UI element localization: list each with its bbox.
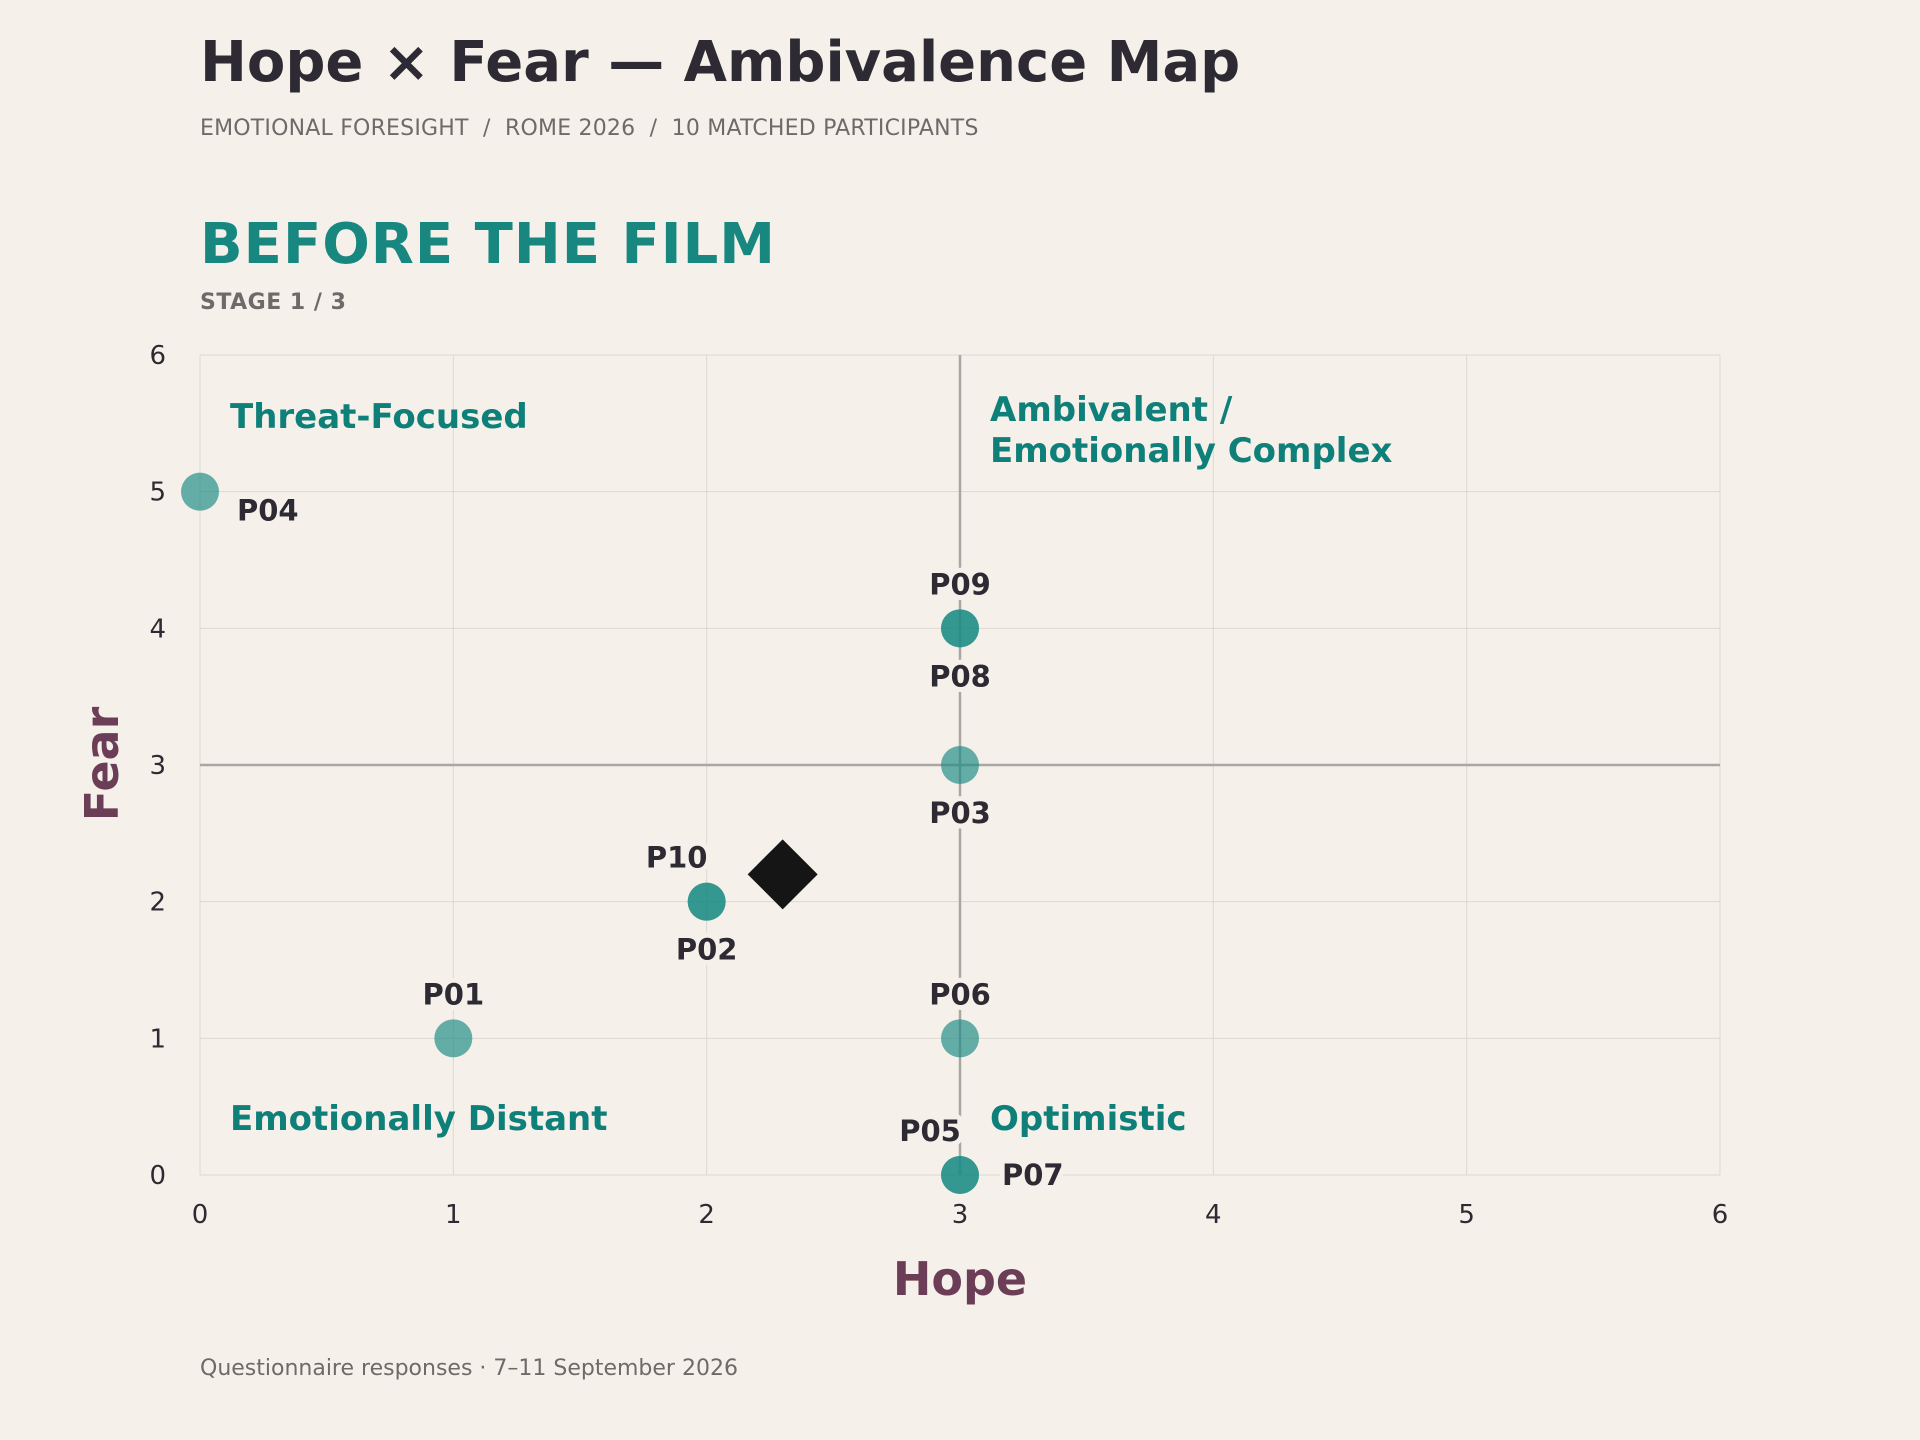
- y-axis-label: Fear: [75, 706, 129, 821]
- data-point-p03: [941, 746, 979, 784]
- x-tick-label: 4: [1205, 1200, 1222, 1230]
- quadrant-label-top-right: Emotionally Complex: [990, 431, 1393, 471]
- x-tick-label: 2: [698, 1200, 715, 1230]
- quadrant-label-bottom-right: Optimistic: [990, 1099, 1187, 1139]
- x-tick-label: 0: [192, 1200, 209, 1230]
- x-tick-label: 6: [1712, 1200, 1729, 1230]
- mean-marker: [747, 839, 818, 910]
- mean-marker-group: [747, 839, 818, 910]
- chart-subtitle: EMOTIONAL FORESIGHT / ROME 2026 / 10 MAT…: [200, 116, 979, 141]
- chart-title: Hope × Fear — Ambivalence Map: [200, 30, 1241, 95]
- data-points: [181, 472, 979, 1194]
- point-label-p06: P06: [929, 977, 991, 1011]
- footnote: Questionnaire responses · 7–11 September…: [200, 1356, 738, 1381]
- point-label-p08: P08: [929, 659, 991, 693]
- point-label-p04: P04: [237, 494, 299, 528]
- data-point-p06: [941, 1019, 979, 1058]
- x-tick-label: 3: [952, 1200, 969, 1230]
- tick-labels: 0 1 2 3 4 5 6 0 1 2 3 4 5 6: [149, 341, 1728, 1230]
- y-tick-label: 5: [149, 478, 166, 508]
- y-tick-label: 2: [149, 888, 166, 918]
- data-point-p01: [434, 1019, 473, 1058]
- stage-title: BEFORE THE FILM: [200, 212, 776, 277]
- quadrant-label-top-left: Threat-Focused: [230, 397, 528, 437]
- point-label-p03: P03: [929, 796, 991, 830]
- point-label-p07: P07: [1002, 1158, 1064, 1192]
- point-labels: P01 P02 P03 P04 P05 P06 P07 P08 P09 P10: [232, 489, 1069, 1197]
- y-tick-label: 6: [149, 341, 166, 371]
- point-label-p01: P01: [423, 977, 485, 1011]
- x-axis-label: Hope: [893, 1252, 1027, 1306]
- y-tick-label: 0: [149, 1161, 166, 1191]
- y-tick-label: 3: [149, 751, 166, 781]
- y-tick-label: 1: [149, 1024, 166, 1054]
- x-tick-label: 1: [445, 1200, 462, 1230]
- quadrant-labels: Threat-Focused Ambivalent /Emotionally Co…: [230, 390, 1393, 1139]
- data-point-p04: [181, 472, 219, 511]
- data-point-p09: [941, 609, 979, 648]
- data-point-p10: [687, 882, 726, 921]
- y-tick-label: 4: [149, 614, 166, 644]
- data-point-p07: [941, 1156, 979, 1194]
- point-label-p10: P10: [646, 841, 708, 875]
- x-tick-label: 5: [1458, 1200, 1475, 1230]
- point-label-p09: P09: [929, 567, 991, 601]
- point-label-p05: P05: [899, 1114, 961, 1148]
- quadrant-label-top-right: Ambivalent /: [990, 390, 1233, 430]
- quadrant-label-bottom-left: Emotionally Distant: [230, 1099, 608, 1139]
- stage-label: STAGE 1 / 3: [200, 290, 347, 315]
- point-label-p02: P02: [676, 933, 738, 967]
